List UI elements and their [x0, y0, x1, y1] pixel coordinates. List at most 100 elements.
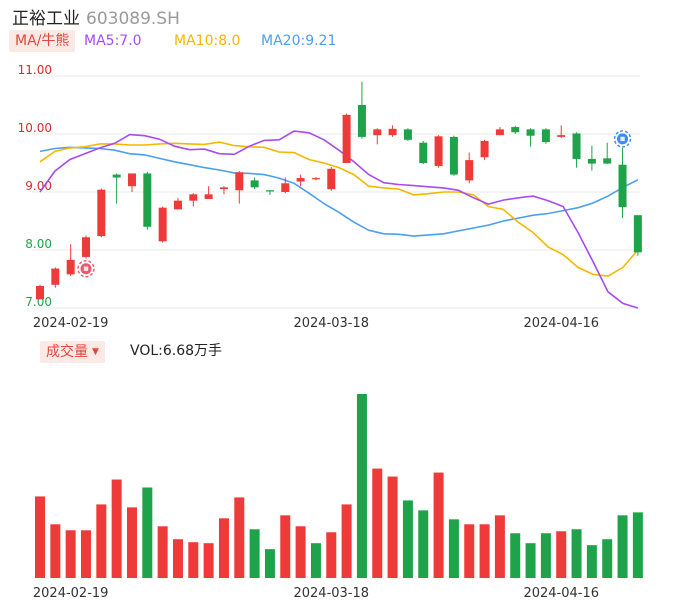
volume-tag-label: 成交量	[46, 344, 88, 360]
candle-body	[112, 174, 121, 178]
volume-date-tick-label: 2024-02-19	[33, 586, 109, 601]
volume-bar	[310, 543, 321, 578]
volume-bar	[80, 530, 91, 578]
candle-body	[250, 180, 259, 188]
candle-body	[296, 178, 305, 182]
triangle-down-icon: ▼	[92, 347, 99, 357]
volume-bar	[264, 549, 275, 578]
volume-bar	[525, 543, 536, 578]
ma10-line	[39, 141, 639, 277]
bear-icon-ring	[613, 130, 632, 148]
volume-value-label: VOL:6.68万手	[130, 343, 223, 359]
candle-body	[265, 190, 274, 192]
volume-bar	[126, 507, 137, 578]
candle-body	[342, 114, 351, 163]
price-date-tick-label: 2024-02-19	[33, 316, 109, 331]
volume-bar	[433, 472, 444, 578]
candle-body	[603, 158, 612, 164]
volume-bar	[540, 533, 551, 578]
volume-bar	[372, 468, 383, 578]
ma20-line	[39, 146, 639, 237]
volume-bar	[295, 526, 306, 578]
candle-body	[449, 136, 458, 175]
bull-icon-ring	[77, 260, 95, 278]
candle-body	[97, 189, 106, 237]
ma5-line	[39, 130, 639, 309]
volume-bar	[632, 512, 643, 578]
candle-body	[189, 194, 198, 201]
stock-code: 603089.SH	[86, 9, 180, 29]
indicator-tag-ma[interactable]: MA/牛熊	[9, 30, 76, 52]
candle-body	[219, 187, 228, 190]
volume-bar	[157, 526, 168, 578]
candle-body	[388, 128, 397, 136]
ma20-legend: MA20:9.21	[261, 33, 337, 49]
price-axis-tick-label: 10.00	[18, 121, 52, 135]
candle-body	[143, 173, 152, 227]
volume-bar	[111, 479, 122, 578]
price-date-tick-label: 2024-04-16	[523, 316, 599, 331]
candle-body	[511, 127, 520, 133]
candle-body	[434, 136, 443, 166]
volume-bar	[448, 519, 459, 578]
candle-body	[465, 160, 474, 181]
candle-body	[66, 259, 75, 275]
volume-bar	[556, 531, 567, 578]
volume-bar	[188, 542, 199, 578]
candle-body	[572, 133, 581, 159]
volume-bar	[203, 543, 214, 578]
volume-bar	[387, 476, 398, 578]
volume-bar	[418, 510, 429, 578]
volume-bar	[50, 524, 61, 578]
price-axis-tick-label: 8.00	[25, 237, 52, 251]
volume-bar	[510, 533, 521, 578]
volume-bar	[617, 515, 628, 578]
bear-icon-glyph	[620, 136, 625, 142]
candle-body	[557, 135, 566, 137]
candle-body	[526, 129, 535, 136]
candle-body	[618, 164, 627, 208]
volume-bar	[479, 524, 490, 578]
candle-body	[235, 172, 244, 191]
price-date-tick-label: 2024-03-18	[293, 316, 369, 331]
candle-body	[51, 268, 60, 285]
candle-body	[480, 140, 489, 158]
stock-title: 正裕工业 603089.SH	[12, 4, 180, 29]
volume-bar	[65, 530, 76, 578]
candle-body	[495, 129, 504, 136]
candle-body	[281, 183, 290, 192]
volume-bar	[356, 394, 367, 578]
volume-bar	[494, 515, 505, 578]
candle-body	[81, 237, 90, 257]
candle-body	[587, 158, 596, 164]
candle-body	[127, 173, 136, 187]
candle-body	[419, 142, 428, 163]
volume-bar	[249, 529, 260, 578]
ma5-legend: MA5:7.0	[84, 33, 142, 49]
volume-bar	[96, 504, 107, 578]
ma10-legend: MA10:8.0	[174, 33, 241, 49]
volume-bar	[280, 515, 291, 578]
volume-bar	[172, 539, 183, 578]
candle-body	[204, 194, 213, 199]
candle-body	[36, 285, 44, 300]
candle-body	[311, 178, 320, 180]
stock-name: 正裕工业	[12, 9, 80, 29]
price-axis-tick-label: 11.00	[18, 63, 52, 77]
volume-bar	[402, 500, 413, 578]
volume-date-tick-label: 2024-04-16	[523, 586, 599, 601]
volume-bar	[326, 532, 337, 578]
candle-body	[357, 105, 366, 137]
volume-indicator-dropdown[interactable]: 成交量 ▼	[40, 341, 105, 363]
bull-icon-glyph	[83, 266, 89, 271]
volume-bar	[602, 539, 613, 578]
volume-bar	[35, 496, 45, 578]
volume-bar	[341, 504, 352, 578]
volume-bar	[142, 487, 153, 578]
candle-body	[373, 129, 382, 136]
candle-body	[633, 215, 642, 253]
volume-bar	[464, 524, 475, 578]
candle-body	[158, 207, 167, 242]
price-axis-tick-label: 9.00	[25, 179, 52, 193]
